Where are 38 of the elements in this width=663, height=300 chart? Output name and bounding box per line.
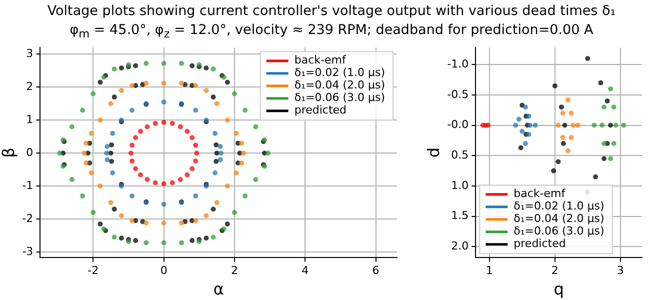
y-axis-title: β	[0, 147, 18, 158]
x-tick-label: 4	[302, 264, 309, 278]
y-axis-title: d	[424, 148, 443, 158]
legend-label: δ₁=0.02 (1.0 µs)	[294, 66, 386, 80]
legend-label: back-emf	[294, 54, 347, 67]
y-tick-label: 0	[26, 146, 34, 159]
y-tick-label: 0.5	[451, 148, 469, 162]
y-tick-label: 2	[26, 80, 34, 94]
y-tick-label: 1.5	[451, 209, 469, 222]
y-tick-label: 3	[26, 47, 34, 60]
y-tick-label: -2	[22, 212, 34, 225]
legend-label: δ₁=0.06 (3.0 µs)	[294, 91, 386, 104]
x-tick-label: 3	[616, 264, 624, 278]
legend-label: δ₁=0.04 (2.0 µs)	[294, 78, 386, 92]
x-tick-label: 0	[160, 264, 168, 278]
legend-label: predicted	[514, 237, 566, 250]
legend-label: predicted	[294, 104, 347, 117]
x-axis-title: q	[554, 280, 564, 299]
legend-label: δ₁=0.04 (2.0 µs)	[514, 212, 604, 226]
y-tick-label: -0.0	[447, 118, 469, 132]
legend-label: back-emf	[514, 187, 566, 200]
x-tick-label: 2	[230, 264, 238, 278]
y-tick-label: -1.0	[447, 57, 469, 70]
chart-title: Voltage plots showing current controller's voltage output with various dead times δ₁	[46, 2, 617, 21]
y-tick-label: 1.0	[451, 178, 469, 192]
x-tick-label: 6	[372, 264, 380, 278]
legend-label: δ₁=0.02 (1.0 µs)	[514, 200, 604, 213]
x-axis-title: α	[213, 280, 224, 299]
chart-subtitle: φ$_{m}$ = 45.0°, φ$_{z}$ = 12.0°, velocity ≈ 239 RPM; deadband for prediction=0.00 A	[68, 21, 594, 43]
y-tick-label: 2.0	[451, 240, 469, 253]
y-tick-label: -1	[22, 178, 34, 192]
y-tick-label: -0.5	[447, 88, 469, 101]
y-tick-label: -3	[22, 244, 34, 258]
x-tick-label: 2	[551, 264, 558, 278]
x-tick-label: 1	[486, 264, 493, 278]
legend-label: δ₁=0.06 (3.0 µs)	[514, 224, 604, 238]
x-tick-label: -2	[88, 264, 99, 278]
y-tick-label: 1	[26, 112, 34, 126]
